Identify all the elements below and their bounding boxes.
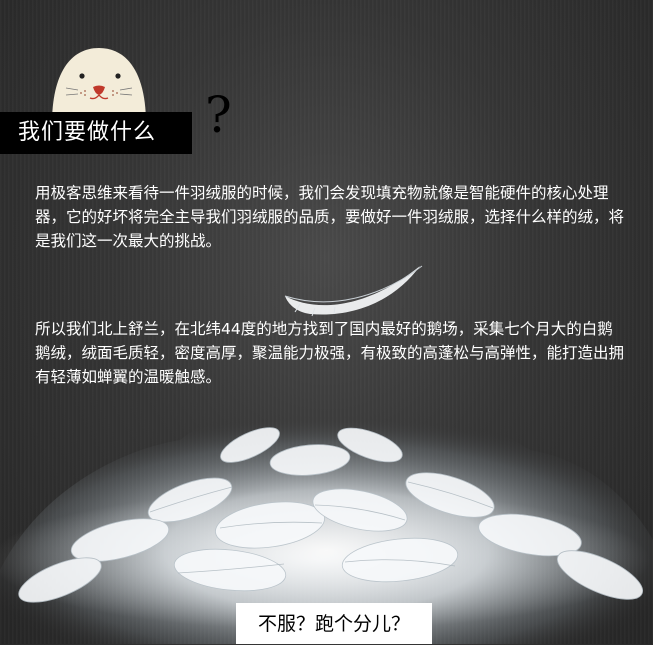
feather-pile-image: [0, 265, 653, 644]
detail-paragraph: 所以我们北上舒兰，在北纬44度的地方找到了国内最好的鹅场，采集七个月大的白鹅鹅绒…: [35, 320, 625, 386]
section-title: 我们要做什么: [0, 112, 192, 154]
question-mark: ?: [205, 86, 232, 144]
intro-paragraph: 用极客思维来看待一件羽绒服的时候，我们会发现填充物就像是智能硬件的核心处理器，它…: [35, 184, 625, 250]
seal-mascot-icon: [52, 48, 146, 124]
feather-icon: [284, 265, 423, 317]
cta-label: 不服？跑个分儿？: [236, 603, 432, 644]
